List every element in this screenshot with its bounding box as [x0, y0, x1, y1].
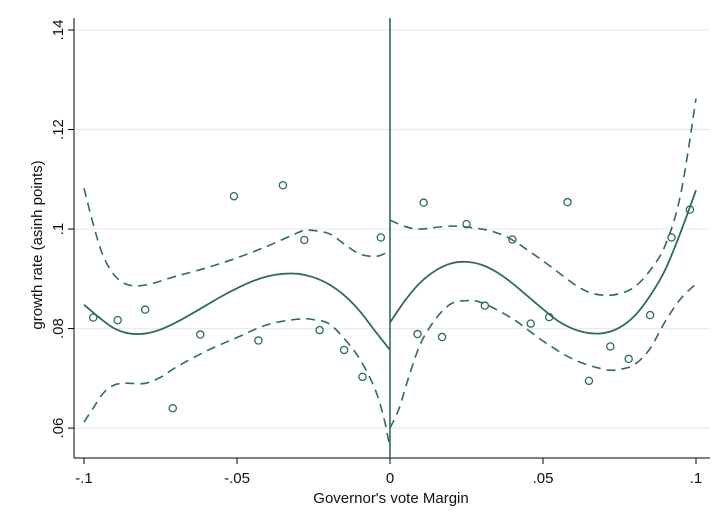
y-axis-label: growth rate (asinh points) — [29, 160, 46, 329]
x-tick-label-3: .05 — [533, 470, 554, 487]
gridlines — [74, 29, 710, 429]
bin-point-2 — [140, 305, 150, 314]
bin-point-26 — [667, 233, 676, 242]
bin-point-9 — [315, 325, 324, 335]
bin-point-18 — [508, 235, 517, 244]
y-tick-label-2: .1 — [50, 223, 67, 236]
bin-point-17 — [480, 301, 490, 310]
bin-point-23 — [606, 342, 615, 351]
bin-point-6 — [254, 336, 263, 345]
bin-point-11 — [358, 372, 367, 382]
bin-point-16 — [462, 219, 471, 229]
axes — [73, 18, 710, 459]
x-tick-label-0: -.1 — [75, 470, 93, 487]
series — [83, 18, 697, 458]
ticks: .06 .08 .1 .12 .14 -.1 -.05 0 .05 .1 — [50, 20, 702, 487]
bin-point-0 — [88, 313, 98, 322]
bin-point-27 — [685, 205, 695, 214]
95-ci-upper-left — [83, 188, 391, 287]
y-tick-label-0: .06 — [50, 418, 67, 439]
bin-point-15 — [437, 332, 447, 342]
95-ci-upper-right — [389, 98, 697, 297]
bin-markers — [88, 181, 695, 413]
bin-point-24 — [624, 354, 633, 364]
95-ci-lower-left — [83, 317, 391, 449]
x-tick-label-1: -.05 — [224, 470, 250, 487]
y-tick-label-1: .08 — [50, 318, 67, 339]
95-ci-lower-right — [389, 283, 697, 429]
x-axis-label: Governor's vote Margin — [313, 490, 468, 507]
polynomial-fit-left — [83, 272, 391, 351]
bin-point-12 — [376, 233, 386, 242]
bin-point-7 — [278, 181, 288, 190]
bin-point-8 — [300, 235, 309, 245]
bin-point-20 — [544, 312, 554, 322]
bin-point-10 — [339, 345, 349, 355]
bin-point-25 — [645, 310, 655, 320]
bin-point-5 — [229, 191, 239, 201]
x-tick-label-4: .1 — [690, 470, 703, 487]
bin-point-14 — [419, 198, 428, 207]
bin-point-1 — [113, 315, 122, 325]
x-tick-label-2: 0 — [386, 470, 394, 487]
bin-point-22 — [584, 376, 594, 386]
bin-point-4 — [196, 330, 205, 339]
bin-point-3 — [168, 403, 177, 413]
y-tick-label-3: .12 — [50, 119, 67, 140]
bin-point-13 — [413, 329, 422, 339]
polynomial-fit-right — [389, 189, 697, 335]
y-tick-label-4: .14 — [50, 20, 67, 41]
bin-point-19 — [526, 319, 536, 328]
bin-point-21 — [563, 197, 572, 207]
